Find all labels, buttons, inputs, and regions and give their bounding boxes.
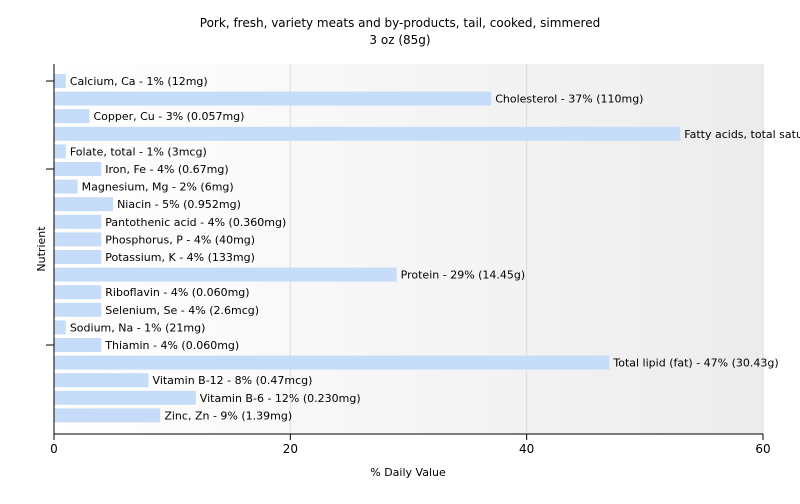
bar-label-8: Pantothenic acid - 4% (0.360mg) (105, 216, 286, 229)
chart-subtitle: 3 oz (85g) (369, 33, 430, 47)
bar-label-16: Total lipid (fat) - 47% (30.43g) (612, 357, 778, 370)
bar-0 (54, 74, 66, 88)
bar-13 (54, 302, 102, 317)
bar-label-1: Cholesterol - 37% (110mg) (495, 93, 643, 106)
bar-label-19: Zinc, Zn - 9% (1.39mg) (164, 409, 292, 422)
bar-4 (54, 144, 66, 159)
plot-background (54, 64, 763, 434)
x-tick-label-1: 20 (283, 442, 298, 456)
gridlines (289, 64, 764, 434)
bar-6 (54, 179, 78, 194)
x-tick-label-0: 0 (50, 442, 58, 456)
chart-title: Pork, fresh, variety meats and by-produc… (200, 16, 600, 30)
x-tick-label-3: 60 (755, 442, 770, 456)
bar-18 (54, 390, 196, 405)
bar-8 (54, 214, 102, 229)
bar-5 (54, 162, 102, 176)
bar-17 (54, 373, 149, 388)
bar-15 (54, 338, 102, 352)
y-axis-label: Nutrient (35, 226, 48, 272)
bar-7 (54, 197, 114, 212)
bar-3 (54, 126, 681, 141)
bar-label-18: Vitamin B-6 - 12% (0.230mg) (200, 392, 361, 405)
bar-9 (54, 232, 102, 247)
bar-1 (54, 91, 492, 106)
bar-12 (54, 285, 102, 300)
bar-10 (54, 250, 102, 264)
bar-label-7: Niacin - 5% (0.952mg) (117, 198, 241, 211)
bar-label-5: Iron, Fe - 4% (0.67mg) (105, 163, 228, 176)
bar-label-3: Fatty acids, total saturated - 53% (10.5… (684, 128, 800, 141)
bar-19 (54, 408, 161, 423)
bar-label-11: Protein - 29% (14.45g) (401, 269, 526, 282)
bar-label-17: Vitamin B-12 - 8% (0.47mcg) (153, 374, 313, 387)
bar-label-14: Sodium, Na - 1% (21mg) (70, 321, 206, 334)
bar-label-15: Thiamin - 4% (0.060mg) (104, 339, 239, 352)
bar-label-9: Phosphorus, P - 4% (40mg) (105, 233, 255, 246)
bar-11 (54, 267, 397, 282)
bar-2 (54, 109, 90, 124)
bar-16 (54, 355, 610, 370)
axes: 0 20 40 60 (46, 64, 771, 456)
bar-14 (54, 320, 66, 335)
bars (54, 74, 681, 423)
x-tick-label-2: 40 (519, 442, 534, 456)
bar-label-6: Magnesium, Mg - 2% (6mg) (82, 181, 234, 194)
bar-label-0: Calcium, Ca - 1% (12mg) (70, 75, 208, 88)
bar-label-13: Selenium, Se - 4% (2.6mcg) (105, 304, 259, 317)
bar-label-4: Folate, total - 1% (3mcg) (70, 145, 207, 158)
x-axis-label: % Daily Value (370, 466, 446, 479)
bar-label-2: Copper, Cu - 3% (0.057mg) (93, 110, 244, 123)
bar-label-12: Riboflavin - 4% (0.060mg) (105, 286, 249, 299)
bar-label-10: Potassium, K - 4% (133mg) (105, 251, 255, 264)
bar-labels: Calcium, Ca - 1% (12mg) Cholesterol - 37%… (70, 75, 800, 422)
